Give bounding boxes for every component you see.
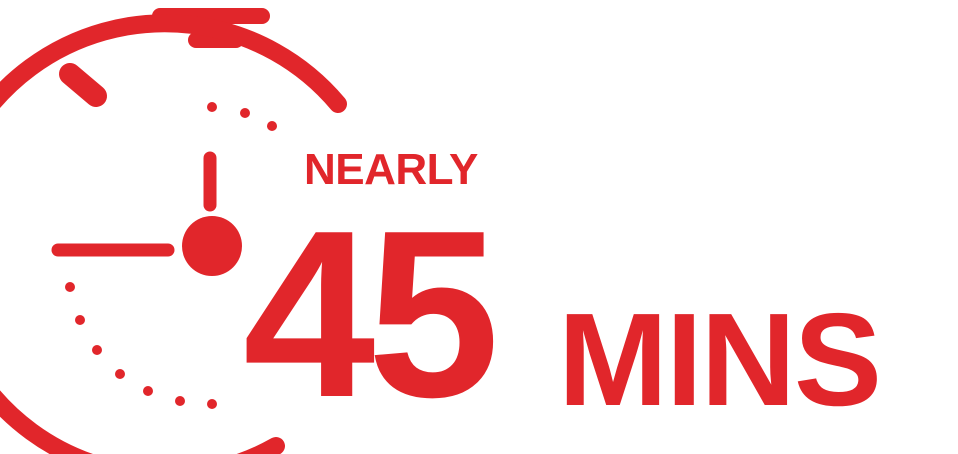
- stopwatch-tick-dot: [267, 121, 277, 131]
- stopwatch-tick-dot: [240, 108, 250, 118]
- stopwatch-side-button: [59, 63, 107, 107]
- stopwatch-outer-ring: [0, 14, 347, 454]
- stopwatch-tick-dot: [143, 386, 153, 396]
- qualifier-text: NEARLY: [304, 145, 478, 194]
- stopwatch-tick-dot: [75, 315, 85, 325]
- stopwatch-tick-dot: [65, 282, 75, 292]
- duration-unit: MINS: [558, 286, 882, 433]
- stopwatch-center-pin: [182, 216, 242, 276]
- stopwatch-tick-dot: [207, 102, 217, 112]
- stopwatch-tick-dot: [115, 369, 125, 379]
- stopwatch-tick-dot: [92, 345, 102, 355]
- stopwatch-tick-dot: [175, 396, 185, 406]
- stopwatch-tick-dot: [207, 399, 217, 409]
- duration-number: 45: [243, 182, 500, 447]
